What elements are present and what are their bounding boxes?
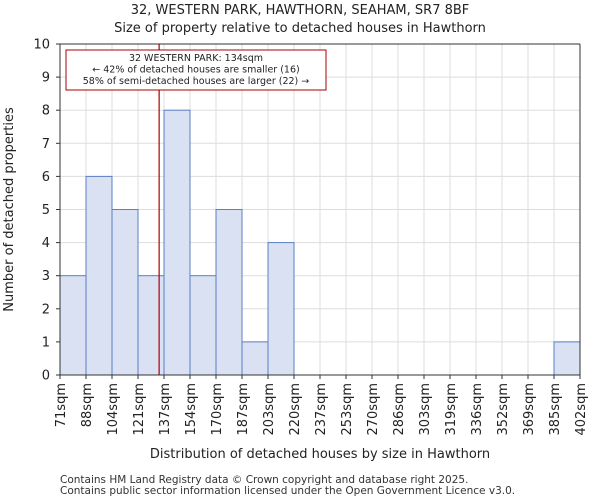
x-tick-label: 154sqm — [184, 383, 199, 436]
x-tick-label: 253sqm — [340, 383, 355, 436]
y-tick-label: 8 — [42, 104, 50, 119]
x-tick-label: 88sqm — [80, 383, 95, 427]
y-tick-label: 9 — [42, 71, 50, 86]
x-tick-label: 203sqm — [262, 383, 277, 436]
x-tick-label: 352sqm — [496, 383, 511, 436]
x-tick-label: 385sqm — [548, 383, 563, 436]
x-tick-label: 104sqm — [106, 383, 121, 436]
annotation-box — [65, 49, 327, 91]
x-tick-label: 319sqm — [444, 383, 459, 436]
x-tick-label: 336sqm — [470, 383, 485, 436]
histogram-bar — [163, 109, 191, 376]
x-tick-label: 121sqm — [132, 383, 147, 436]
x-tick-label: 170sqm — [210, 383, 225, 436]
histogram-bar — [267, 242, 295, 376]
x-axis-label: Distribution of detached houses by size … — [150, 447, 490, 462]
x-tick-label: 220sqm — [288, 383, 303, 436]
x-tick-label: 402sqm — [574, 383, 589, 436]
histogram-bar — [215, 209, 243, 376]
y-tick-label: 5 — [42, 203, 50, 218]
histogram-bar — [85, 175, 113, 376]
x-tick-label: 303sqm — [418, 383, 433, 436]
annotation-line: ← 42% of detached houses are smaller (16… — [92, 65, 299, 76]
x-tick-label: 270sqm — [366, 383, 381, 436]
histogram-bar — [137, 275, 165, 376]
histogram-bar — [111, 209, 139, 376]
y-tick-label: 2 — [42, 302, 50, 317]
histogram-bar — [553, 341, 581, 376]
x-tick-label: 237sqm — [314, 383, 329, 436]
y-tick-label: 3 — [42, 269, 50, 284]
x-tick-label: 187sqm — [236, 383, 251, 436]
y-tick-label: 10 — [33, 38, 50, 53]
y-tick-label: 6 — [42, 170, 50, 185]
y-tick-label: 4 — [42, 236, 50, 251]
footer-line-1: Contains HM Land Registry data © Crown c… — [60, 474, 469, 486]
y-axis-label: Number of detached properties — [2, 107, 17, 312]
x-tick-label: 369sqm — [522, 383, 537, 436]
x-tick-label: 286sqm — [392, 383, 407, 436]
annotation-line: 32 WESTERN PARK: 134sqm — [129, 53, 263, 64]
y-tick-label: 1 — [42, 335, 50, 350]
footer-line-2: Contains public sector information licen… — [60, 485, 516, 497]
histogram-bar — [241, 341, 269, 376]
chart-subtitle: Size of property relative to detached ho… — [114, 21, 486, 36]
y-tick-label: 7 — [42, 137, 50, 152]
y-tick-label: 0 — [42, 369, 50, 384]
x-tick-label: 137sqm — [158, 383, 173, 436]
x-tick-label: 71sqm — [54, 383, 69, 427]
chart-title: 32, WESTERN PARK, HAWTHORN, SEAHAM, SR7 … — [130, 3, 470, 18]
histogram-bar — [59, 275, 87, 376]
histogram-bar — [189, 275, 217, 376]
annotation-line: 58% of semi-detached houses are larger (… — [83, 76, 310, 87]
